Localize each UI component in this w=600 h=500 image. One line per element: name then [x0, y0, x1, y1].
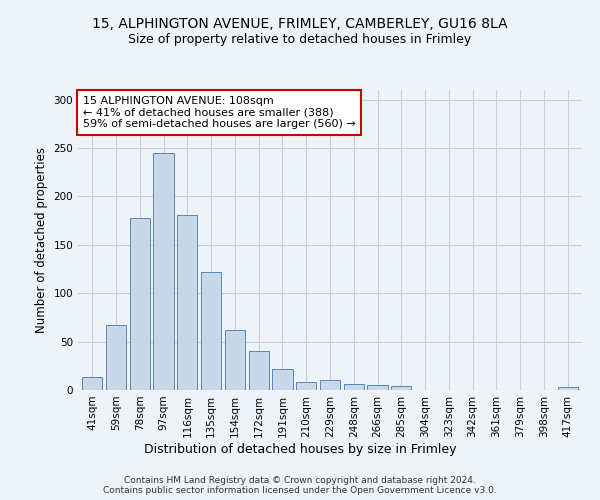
Text: 15, ALPHINGTON AVENUE, FRIMLEY, CAMBERLEY, GU16 8LA: 15, ALPHINGTON AVENUE, FRIMLEY, CAMBERLE…: [92, 18, 508, 32]
Bar: [344, 384, 364, 390]
Text: Contains HM Land Registry data © Crown copyright and database right 2024.
Contai: Contains HM Land Registry data © Crown c…: [103, 476, 497, 495]
Y-axis label: Number of detached properties: Number of detached properties: [35, 147, 48, 333]
Bar: [557, 387, 578, 390]
Bar: [225, 330, 245, 390]
Bar: [391, 386, 412, 390]
Bar: [177, 215, 197, 390]
Text: 15 ALPHINGTON AVENUE: 108sqm
← 41% of detached houses are smaller (388)
59% of s: 15 ALPHINGTON AVENUE: 108sqm ← 41% of de…: [83, 96, 356, 129]
Bar: [154, 153, 173, 390]
Bar: [320, 380, 340, 390]
Bar: [82, 378, 103, 390]
Bar: [272, 368, 293, 390]
Bar: [201, 272, 221, 390]
Bar: [296, 382, 316, 390]
Text: Distribution of detached houses by size in Frimley: Distribution of detached houses by size …: [144, 442, 456, 456]
Bar: [130, 218, 150, 390]
Bar: [248, 352, 269, 390]
Bar: [367, 385, 388, 390]
Text: Size of property relative to detached houses in Frimley: Size of property relative to detached ho…: [128, 32, 472, 46]
Bar: [106, 325, 126, 390]
